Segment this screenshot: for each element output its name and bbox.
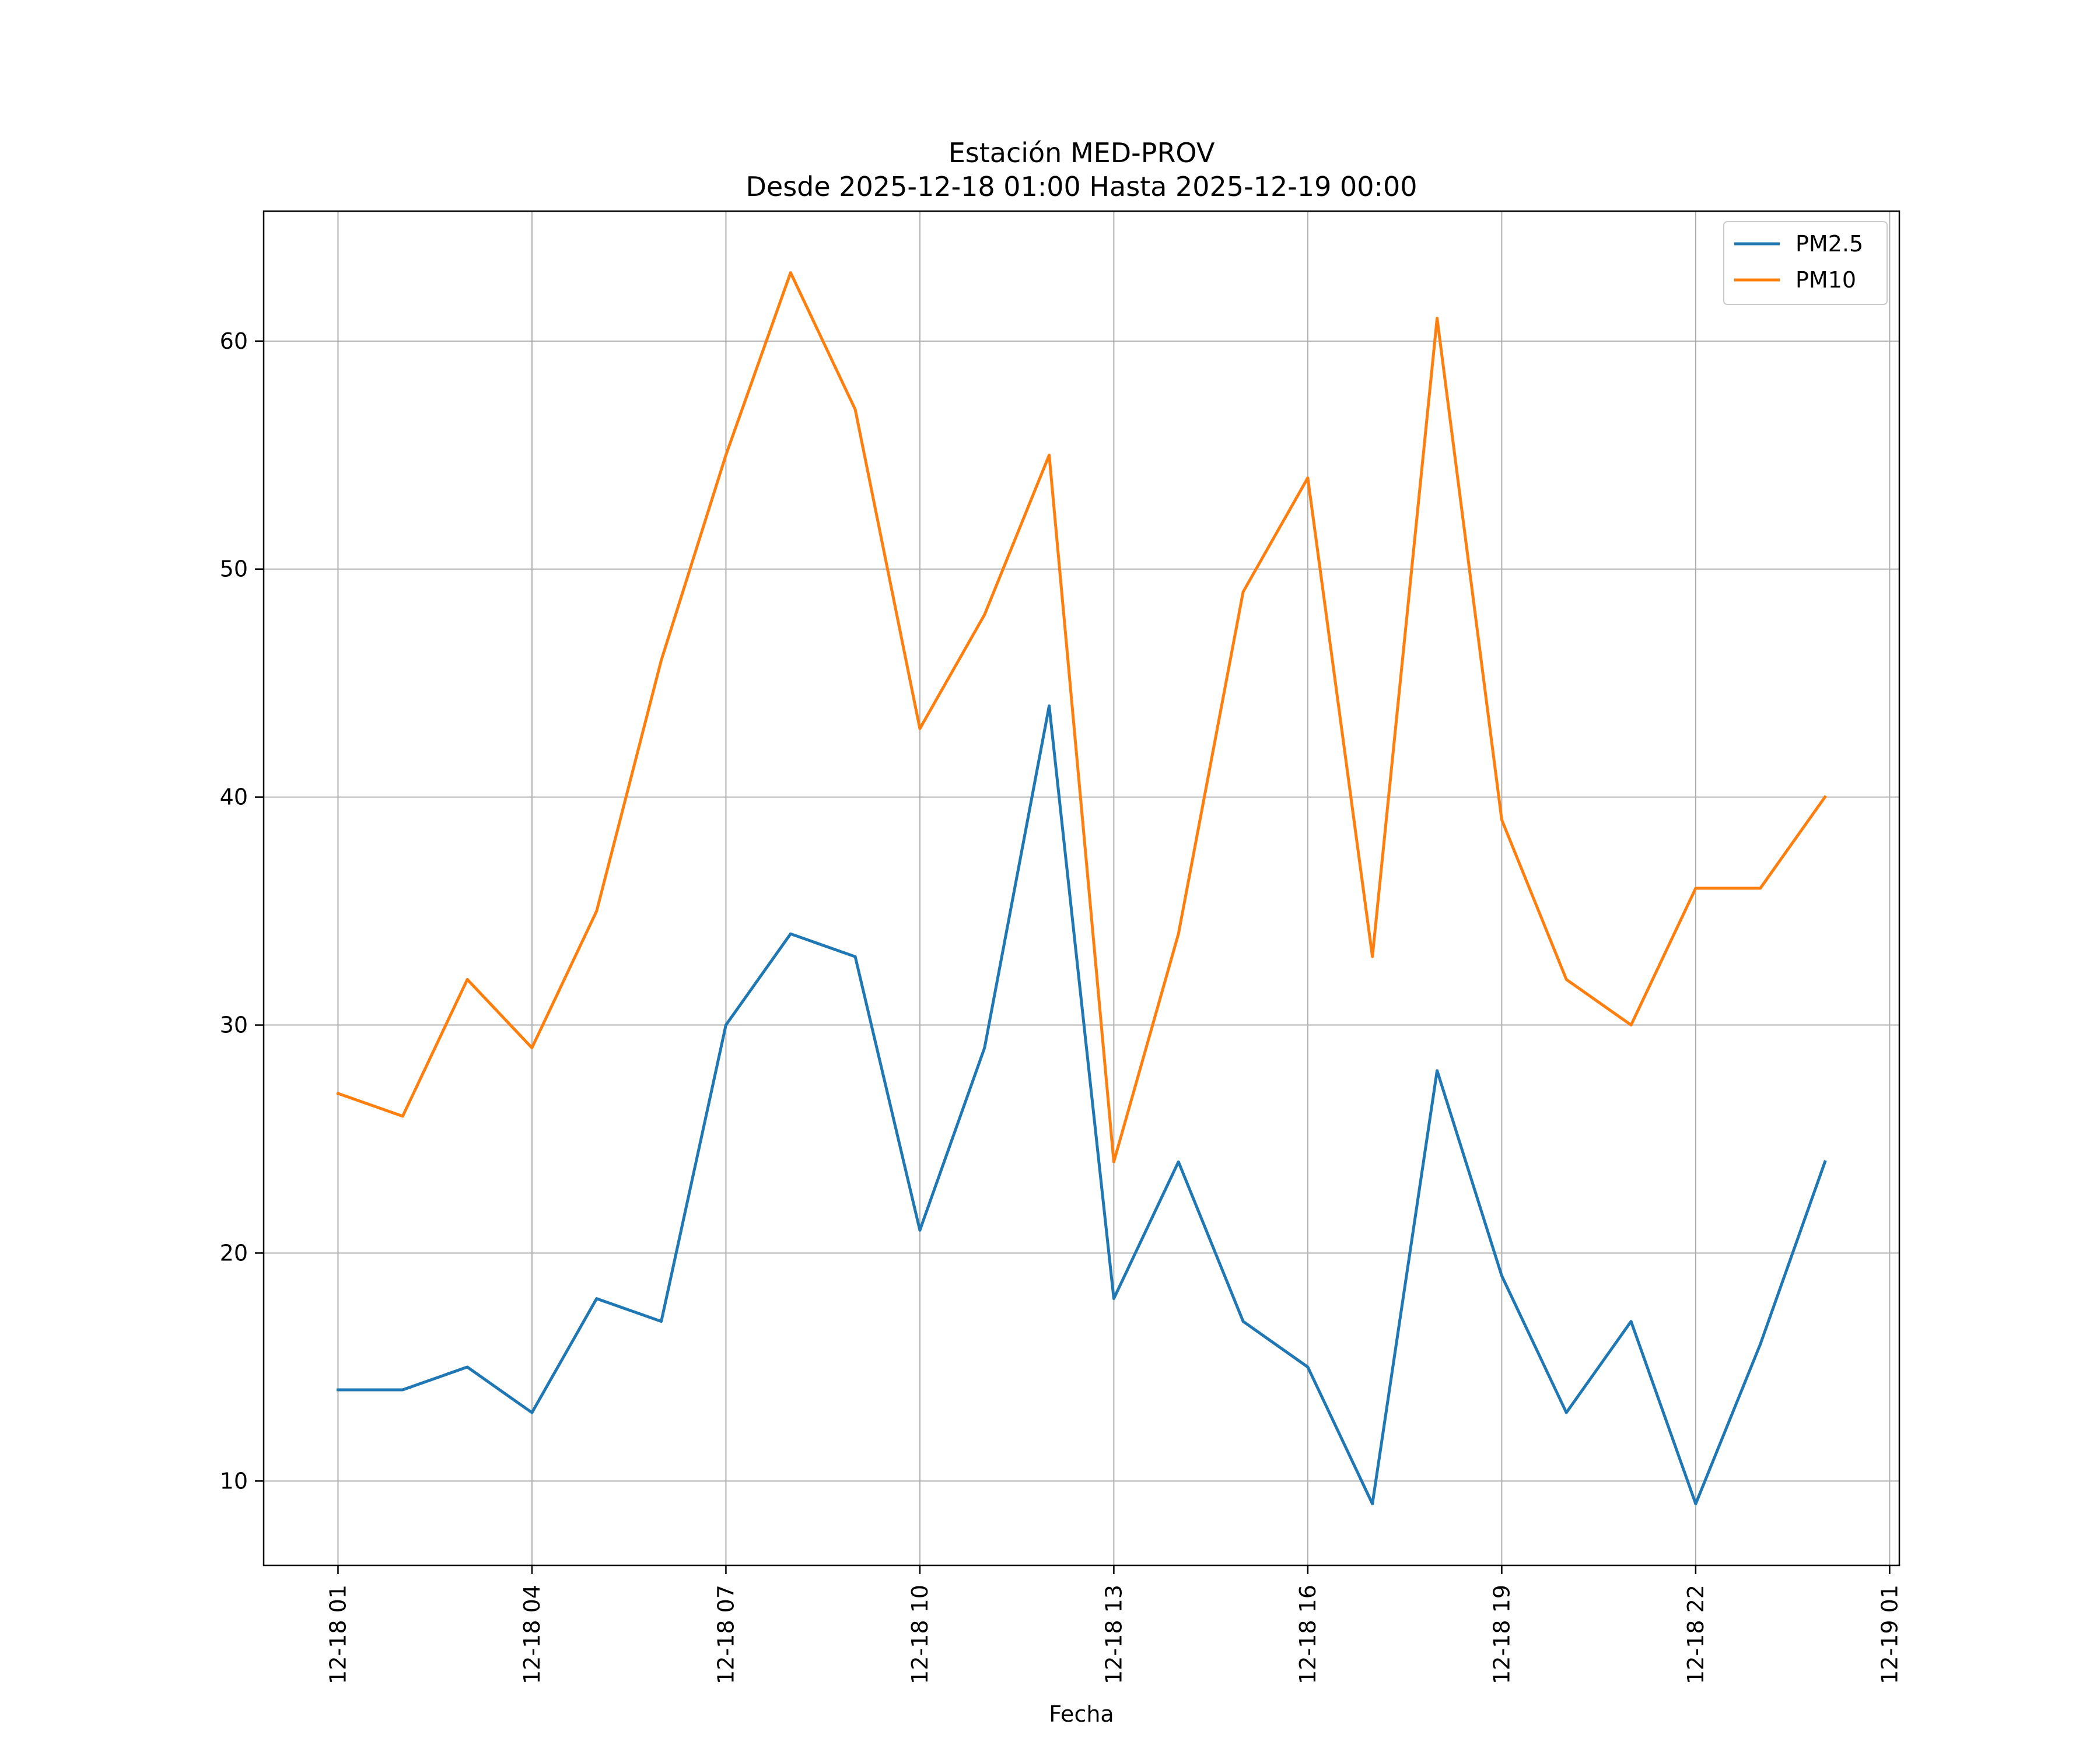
chart-title: Estación MED-PROV [949,137,1215,169]
x-tick-label: 12-18 01 [325,1585,351,1684]
x-tick-label: 12-18 07 [713,1585,738,1684]
x-tick-label: 12-18 16 [1295,1585,1321,1684]
legend-label: PM2.5 [1796,231,1863,257]
legend: PM2.5 PM10 [1724,222,1887,304]
x-tick-label: 12-18 04 [519,1585,545,1684]
x-axis-label: Fecha [1049,1701,1114,1727]
chart-subtitle: Desde 2025-12-18 01:00 Hasta 2025-12-19 … [746,171,1417,202]
x-tick-label: 12-19 01 [1877,1585,1902,1684]
x-tick-label: 12-18 13 [1101,1585,1126,1684]
y-tick-label: 50 [220,556,248,582]
y-tick-label: 30 [220,1012,248,1038]
y-tick-label: 60 [220,328,248,354]
y-tick-label: 10 [220,1468,248,1494]
legend-label: PM10 [1796,267,1856,293]
y-tick-label: 20 [220,1240,248,1266]
x-tick-label: 12-18 10 [907,1585,933,1684]
x-tick-label: 12-18 19 [1489,1585,1514,1684]
x-tick-label: 12-18 22 [1683,1585,1709,1684]
y-tick-label: 40 [220,784,248,810]
